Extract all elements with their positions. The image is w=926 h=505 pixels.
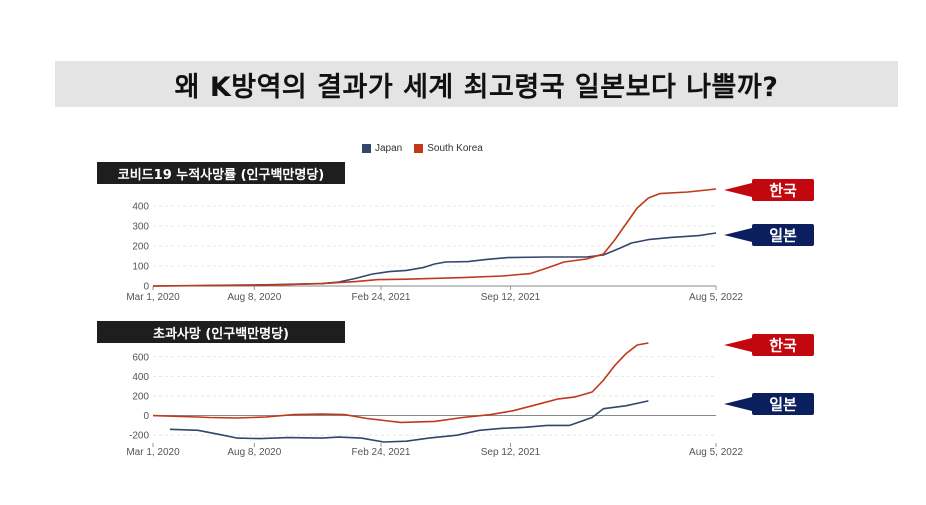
chart1-x-tick-label: Aug 8, 2020 — [227, 292, 281, 303]
legend-label-japan: Japan — [375, 143, 403, 154]
chart1-series-south-korea-line — [152, 188, 717, 287]
legend-label-korea: South Korea — [427, 143, 483, 154]
chart1-y-tick-label: 400 — [132, 202, 149, 213]
chart2-y-tick-label: 600 — [132, 352, 149, 363]
chart1-y-tick-label: 100 — [132, 262, 149, 273]
legend-swatch-japan — [362, 144, 371, 153]
chart1-y-tick-label: 300 — [132, 222, 149, 233]
chart1-tag-japan-pointer — [724, 228, 752, 242]
page-title: 왜 K방역의 결과가 세계 최고령국 일본보다 나쁠까? — [174, 71, 779, 103]
chart1-y-tick-label: 0 — [143, 282, 149, 293]
legend: Japan South Korea — [362, 143, 483, 154]
chart2-tag-japan-label: 일본 — [769, 396, 797, 414]
chart1-tag-korea-box — [752, 179, 814, 201]
title-banner: 왜 K방역의 결과가 세계 최고령국 일본보다 나쁠까? — [55, 61, 898, 107]
chart2-series-south-korea-line — [152, 342, 649, 424]
chart2-y-tick-label: 400 — [132, 372, 149, 383]
chart1-x-tick-label: Aug 5, 2022 — [689, 292, 743, 303]
chart1-x-tick-label: Mar 1, 2020 — [126, 292, 180, 303]
chart2-tag-korea-pointer — [724, 338, 752, 352]
chart2-title: 초과사망 (인구백만명당) — [97, 321, 345, 343]
chart2-x-tick-label: Sep 12, 2021 — [481, 447, 541, 458]
chart2-x-tick-label: Mar 1, 2020 — [126, 447, 180, 458]
chart1-tag-japan-box — [752, 224, 814, 246]
chart1-x-tick-label: Sep 12, 2021 — [481, 292, 541, 303]
chart2-tag-korea-box — [752, 334, 814, 356]
chart2-series-japan-line — [169, 400, 649, 443]
chart1-tag-korea-label: 한국 — [769, 182, 797, 200]
legend-swatch-korea — [414, 144, 424, 153]
chart1-y-tick-label: 200 — [132, 242, 149, 253]
chart2-y-tick-label: 200 — [132, 391, 149, 402]
chart1-tag-japan-label: 일본 — [769, 227, 797, 245]
chart1-x-tick-label: Feb 24, 2021 — [352, 292, 411, 303]
chart2-y-tick-label: -200 — [129, 431, 149, 442]
chart2-x-tick-label: Feb 24, 2021 — [352, 447, 411, 458]
chart1-tag-korea-pointer — [724, 183, 752, 197]
chart2-x-tick-label: Aug 5, 2022 — [689, 447, 743, 458]
chart2-tag-japan-pointer — [724, 397, 752, 411]
chart1-title: 코비드19 누적사망률 (인구백만명당) — [97, 162, 345, 184]
chart2-y-tick-label: 0 — [143, 411, 149, 422]
legend-item-japan: Japan — [362, 143, 402, 154]
legend-item-korea: South Korea — [414, 143, 483, 154]
chart2-tag-korea-label: 한국 — [769, 337, 797, 355]
chart2-tag-japan-box — [752, 393, 814, 415]
chart2-x-tick-label: Aug 8, 2020 — [227, 447, 281, 458]
